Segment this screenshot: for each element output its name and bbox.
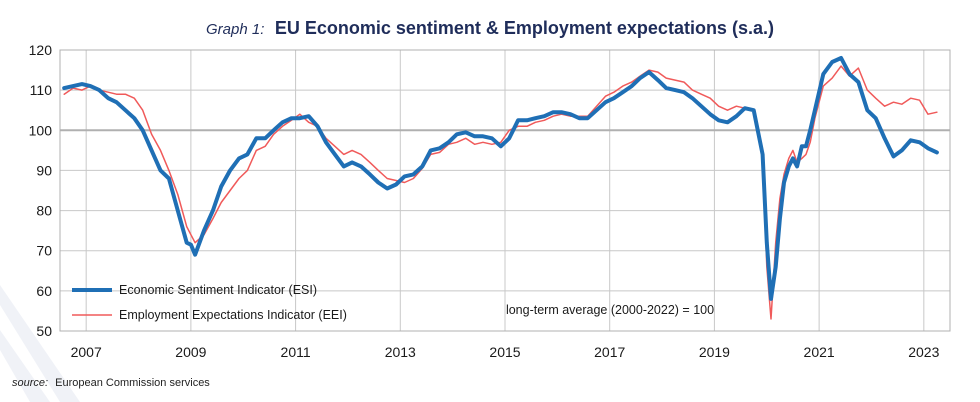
x-tick-2013: 2013 [385,344,416,360]
grid-lines [60,49,950,332]
y-tick-90: 90 [36,162,52,178]
chart-title: Graph 1: EU Economic sentiment & Employm… [206,18,774,38]
title-prefix: Graph 1: [206,21,264,38]
title-text: EU Economic sentiment & Employment expec… [275,18,774,38]
x-tick-2011: 2011 [281,344,311,360]
average-annotation: long-term average (2000-2022) = 100 [506,303,714,317]
x-tick-2017: 2017 [594,344,625,360]
y-tick-120: 120 [29,42,53,58]
y-axis-ticks: 50 60 70 80 90 100 110 120 [29,42,53,339]
y-tick-80: 80 [36,203,52,219]
x-axis-ticks: 2007 2009 2011 2013 2015 2017 2019 2021 2023 [71,344,940,360]
legend-label-esi: Economic Sentiment Indicator (ESI) [119,283,317,297]
esi-line [62,56,939,301]
y-tick-110: 110 [30,82,53,98]
x-tick-2019: 2019 [699,344,730,360]
y-tick-70: 70 [36,243,52,259]
series-lines [62,56,939,320]
y-tick-100: 100 [29,122,53,138]
y-tick-60: 60 [36,283,52,299]
eei-line [63,65,938,320]
source-label: source: [12,377,48,389]
x-tick-2007: 2007 [71,344,102,360]
x-tick-2015: 2015 [489,344,520,360]
legend-label-eei: Employment Expectations Indicator (EEI) [119,308,347,322]
plot-frame [59,49,951,332]
x-tick-2021: 2021 [804,344,835,360]
source-text: European Commission services [55,377,210,389]
legend: Economic Sentiment Indicator (ESI) Emplo… [72,283,347,322]
x-tick-2009: 2009 [175,344,206,360]
x-tick-2023: 2023 [908,344,939,360]
decorative-stripes [0,285,80,402]
source-note: source: European Commission services [12,377,210,389]
y-tick-50: 50 [36,323,52,339]
